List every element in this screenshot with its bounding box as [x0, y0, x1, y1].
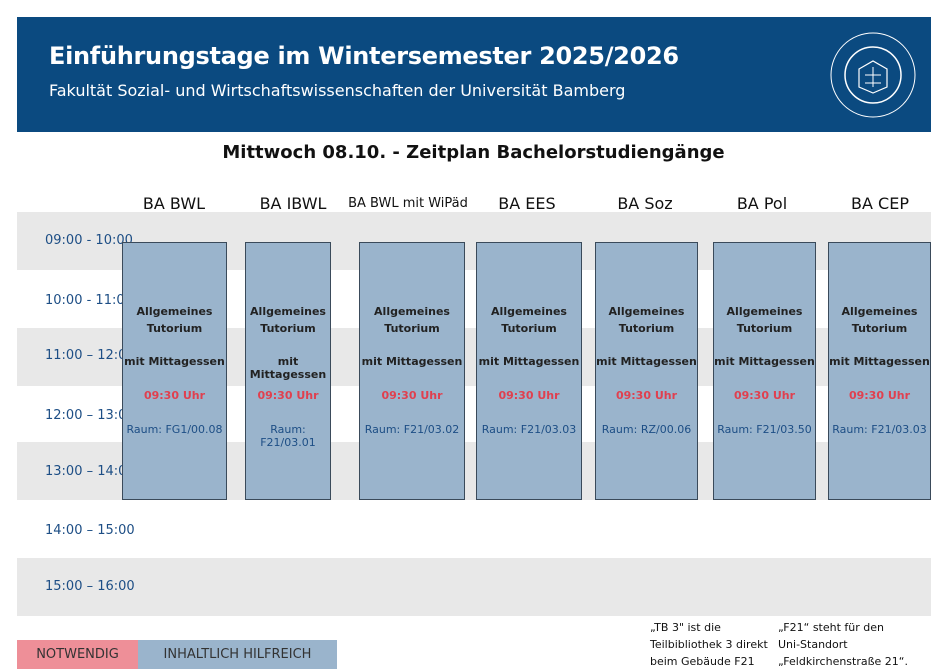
note-line: „F21“ steht für den — [778, 621, 885, 634]
time-row: 10:00 - 11:00 — [17, 270, 931, 328]
event-title: Allgemeines Tutorium — [477, 303, 581, 337]
event-time: 09:30 Uhr — [143, 389, 206, 402]
header-banner: Einführungstage im Wintersemester 2025/2… — [17, 17, 931, 132]
time-row: 12:00 – 13:00 — [17, 386, 931, 444]
event-subtitle: mit Mittagessen — [714, 355, 815, 368]
event-time: 09:30 Uhr — [848, 389, 911, 402]
time-slot-label: 12:00 – 13:00 — [45, 408, 135, 423]
event-time: 09:30 Uhr — [615, 389, 678, 402]
event-subtitle: mit Mittagessen — [361, 355, 463, 368]
event-block-tutorium[interactable]: Allgemeines Tutorium mit Mittagessen 09:30 … — [828, 242, 931, 500]
event-title-line: Tutorium — [384, 322, 440, 335]
event-subtitle: mit Mittagessen — [124, 355, 225, 368]
note-f21: „F21“ steht für den Uni-Standort „Feldki… — [778, 619, 908, 670]
schedule-heading: Mittwoch 08.10. - Zeitplan Bachelorstudi… — [222, 142, 725, 163]
event-subtitle: mit Mittagessen — [829, 355, 930, 368]
event-subtitle: mit Mittagessen — [596, 355, 697, 368]
page-subtitle: Fakultät Sozial- und Wirtschaftswissensc… — [49, 81, 626, 100]
event-room: Raum: F21/03.02 — [364, 423, 460, 436]
program-header: BA CEP — [851, 194, 909, 213]
university-seal-logo — [830, 32, 916, 118]
event-room: Raum: FG1/00.08 — [126, 423, 223, 436]
time-slot-label: 10:00 - 11:00 — [45, 293, 133, 308]
event-title: Allgemeines Tutorium — [360, 303, 464, 337]
time-slot-label: 13:00 – 14:00 — [45, 464, 135, 479]
program-header: BA Soz — [617, 194, 673, 213]
event-time: 09:30 Uhr — [257, 389, 319, 402]
event-block-tutorium[interactable]: Allgemeines Tutorium mit Mittagessen 09:30 … — [595, 242, 698, 500]
event-block-tutorium[interactable]: Allgemeines Tutorium mit Mittagessen 09:30 … — [122, 242, 227, 500]
event-title-line: Allgemeines — [491, 305, 567, 318]
event-title-line: Tutorium — [618, 322, 675, 335]
event-title-line: Allgemeines — [250, 305, 326, 318]
event-time: 09:30 Uhr — [498, 389, 560, 402]
program-header: BA EES — [498, 194, 556, 213]
note-line: Uni-Standort — [778, 638, 848, 651]
event-subtitle: mit Mittagessen — [249, 355, 327, 381]
event-title-line: Tutorium — [736, 322, 793, 335]
event-block-tutorium[interactable]: Allgemeines Tutorium mit Mittagessen 09:30 … — [245, 242, 331, 500]
note-line: „TB 3" ist die — [650, 621, 721, 634]
note-line: beim Gebäude F21 — [650, 655, 755, 668]
event-block-tutorium[interactable]: Allgemeines Tutorium mit Mittagessen 09:30 … — [359, 242, 465, 500]
event-room: Raum: F21/03.03 — [832, 423, 927, 436]
event-title-line: Allgemeines — [608, 305, 685, 318]
event-block-tutorium[interactable]: Allgemeines Tutorium mit Mittagessen 09:30 … — [713, 242, 816, 500]
event-room: Raum: F21/03.03 — [481, 423, 577, 436]
time-row: 15:00 – 16:00 — [17, 558, 931, 616]
event-title: Allgemeines Tutorium — [714, 303, 815, 337]
event-room: Raum: F21/03.50 — [717, 423, 812, 436]
time-slot-label: 09:00 - 10:00 — [45, 233, 133, 248]
event-room: Raum: RZ/00.06 — [601, 423, 692, 436]
event-room: Raum: F21/03.01 — [260, 423, 316, 449]
note-tb3: „TB 3" ist die Teilbibliothek 3 direkt b… — [650, 619, 768, 670]
event-title-line: Tutorium — [260, 322, 316, 335]
event-title-line: Allgemeines — [841, 305, 918, 318]
page-title: Einführungstage im Wintersemester 2025/2… — [49, 42, 679, 70]
event-title: Allgemeines Tutorium — [123, 303, 226, 337]
event-title: Allgemeines Tutorium — [596, 303, 697, 337]
event-title-line: Tutorium — [146, 322, 203, 335]
event-title-line: Allgemeines — [374, 305, 450, 318]
event-time: 09:30 Uhr — [733, 389, 796, 402]
legend-required: NOTWENDIG — [17, 640, 138, 669]
event-title-line: Allgemeines — [136, 305, 213, 318]
event-title-line: Tutorium — [501, 322, 557, 335]
time-row: 14:00 – 15:00 — [17, 500, 931, 558]
time-slot-label: 11:00 – 12:00 — [45, 348, 135, 363]
event-title-line: Tutorium — [851, 322, 908, 335]
note-line: „Feldkirchenstraße 21“. — [778, 655, 908, 668]
time-slot-label: 15:00 – 16:00 — [45, 579, 135, 594]
note-line: Teilbibliothek 3 direkt — [650, 638, 768, 651]
legend-helpful: INHALTLICH HILFREICH — [138, 640, 337, 669]
program-header: BA BWL mit WiPäd — [348, 196, 468, 211]
event-title: Allgemeines Tutorium — [829, 303, 930, 337]
time-slot-label: 14:00 – 15:00 — [45, 523, 135, 538]
program-header: BA Pol — [736, 194, 788, 213]
event-title: Allgemeines Tutorium — [246, 303, 330, 337]
event-block-tutorium[interactable]: Allgemeines Tutorium mit Mittagessen 09:30 … — [476, 242, 582, 500]
event-title-line: Allgemeines — [726, 305, 803, 318]
event-time: 09:30 Uhr — [381, 389, 443, 402]
program-header: BA BWL — [142, 194, 206, 213]
event-subtitle: mit Mittagessen — [478, 355, 580, 368]
program-header: BA IBWL — [259, 194, 327, 213]
